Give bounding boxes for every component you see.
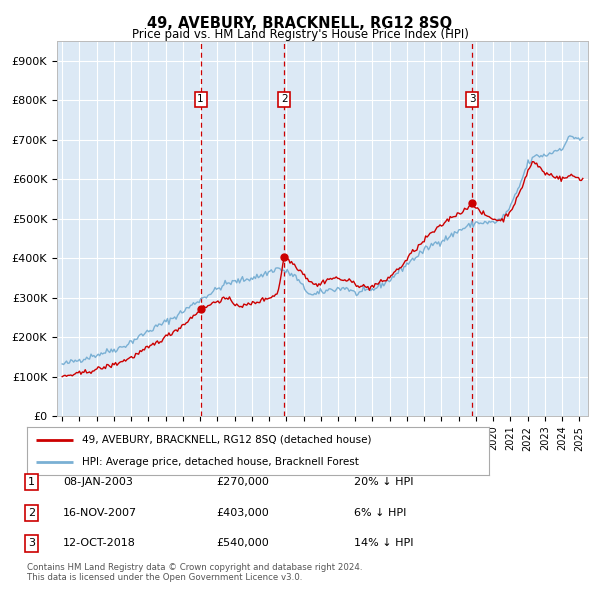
Text: 3: 3 xyxy=(469,94,475,104)
Text: 20% ↓ HPI: 20% ↓ HPI xyxy=(354,477,413,487)
Text: 1: 1 xyxy=(197,94,204,104)
Text: Contains HM Land Registry data © Crown copyright and database right 2024.
This d: Contains HM Land Registry data © Crown c… xyxy=(27,563,362,582)
Text: 2: 2 xyxy=(281,94,287,104)
Text: 6% ↓ HPI: 6% ↓ HPI xyxy=(354,508,406,517)
Text: 49, AVEBURY, BRACKNELL, RG12 8SQ: 49, AVEBURY, BRACKNELL, RG12 8SQ xyxy=(148,16,452,31)
Text: 16-NOV-2007: 16-NOV-2007 xyxy=(63,508,137,517)
Text: 49, AVEBURY, BRACKNELL, RG12 8SQ (detached house): 49, AVEBURY, BRACKNELL, RG12 8SQ (detach… xyxy=(82,435,372,445)
Text: £540,000: £540,000 xyxy=(216,539,269,548)
Text: 14% ↓ HPI: 14% ↓ HPI xyxy=(354,539,413,548)
Text: £403,000: £403,000 xyxy=(216,508,269,517)
Text: 08-JAN-2003: 08-JAN-2003 xyxy=(63,477,133,487)
Text: 12-OCT-2018: 12-OCT-2018 xyxy=(63,539,136,548)
Text: HPI: Average price, detached house, Bracknell Forest: HPI: Average price, detached house, Brac… xyxy=(82,457,359,467)
Text: £270,000: £270,000 xyxy=(216,477,269,487)
Text: 2: 2 xyxy=(28,508,35,517)
Text: Price paid vs. HM Land Registry's House Price Index (HPI): Price paid vs. HM Land Registry's House … xyxy=(131,28,469,41)
Text: 3: 3 xyxy=(28,539,35,548)
Text: 1: 1 xyxy=(28,477,35,487)
